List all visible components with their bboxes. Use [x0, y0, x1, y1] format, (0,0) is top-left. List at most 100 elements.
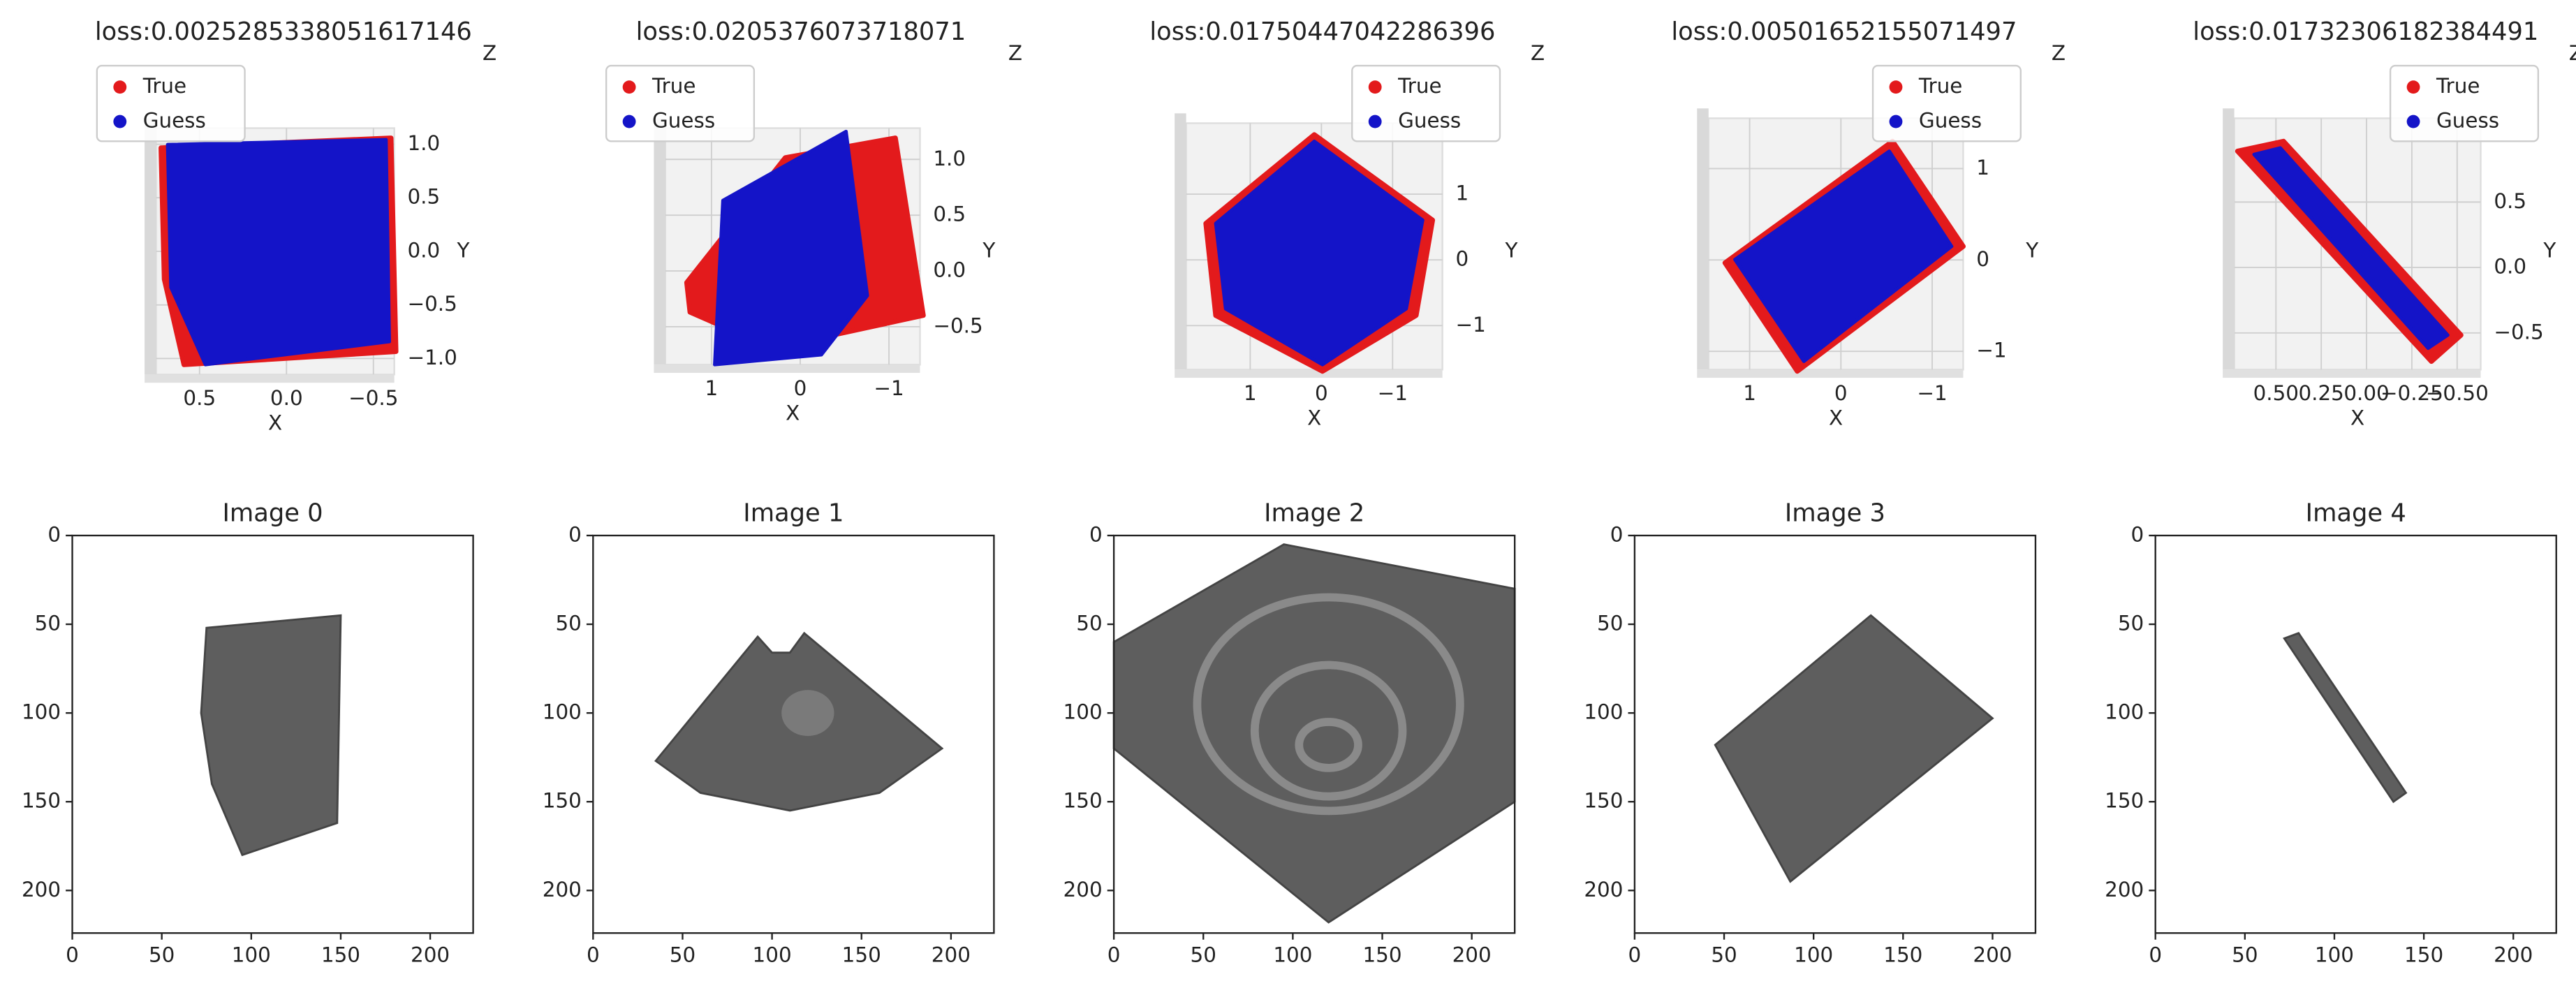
- x-tick-label: 200: [411, 943, 450, 967]
- x-tick-label: 0.5: [183, 386, 216, 410]
- y-tick-label: 1: [1976, 156, 1989, 179]
- chart-title: Image 4: [2306, 499, 2406, 527]
- guess-points: [1214, 139, 1425, 367]
- x-tick-label: 50: [149, 943, 175, 967]
- y-tick-label: 0.5: [407, 185, 440, 209]
- y-tick-label: 150: [22, 789, 61, 813]
- y-tick-label: 200: [1584, 878, 1623, 901]
- y-tick-label: 0.0: [933, 258, 966, 282]
- y-tick-label: 0.0: [2494, 255, 2526, 279]
- y-tick-label: −1: [1976, 339, 2006, 362]
- y-tick-label: 100: [1063, 700, 1103, 724]
- legend-label: Guess: [143, 109, 206, 133]
- x-tick-label: 50: [2232, 943, 2258, 967]
- axes-frame: [592, 534, 995, 934]
- y-tick-label: 50: [1597, 612, 1623, 635]
- object-highlight: [781, 690, 834, 737]
- side-pane: [145, 118, 156, 375]
- x-tick-label: 150: [1883, 943, 1922, 967]
- chart-title: Image 3: [1785, 499, 1885, 527]
- y-tick-label: 50: [555, 612, 581, 635]
- x-tick-label: 0.00: [2343, 381, 2389, 405]
- x-tick-label: 150: [321, 943, 360, 967]
- x-tick-label: 200: [1452, 943, 1492, 967]
- floor-pane: [2223, 369, 2481, 378]
- legend-label: True: [2436, 74, 2480, 98]
- y-tick-label: 1.0: [933, 147, 966, 170]
- y-tick-label: 0.0: [407, 238, 440, 262]
- y-tick-label: 0.5: [933, 202, 966, 226]
- subplot-image: 0 50 100 150 200 0 50 100 150 200 Image 1: [543, 499, 995, 967]
- x-tick-label: 0: [2149, 943, 2162, 967]
- legend-box: [1351, 64, 1501, 142]
- guess-points: [713, 129, 869, 367]
- y-tick-label: 200: [1063, 878, 1103, 901]
- rendered-object: [1714, 614, 1994, 883]
- legend-label: True: [1397, 74, 1441, 98]
- legend-label: True: [652, 74, 695, 98]
- z-axis-label: Z: [1531, 41, 1545, 65]
- x-tick-label: 50: [1711, 943, 1737, 967]
- rendered-object: [200, 614, 342, 857]
- legend-marker: [2406, 115, 2420, 128]
- y-tick-label: −0.5: [2494, 320, 2543, 344]
- chart-title: Image 1: [743, 499, 844, 527]
- x-tick-label: 100: [2315, 943, 2354, 967]
- y-tick-label: 1: [1455, 182, 1469, 205]
- y-tick-label: 200: [2105, 878, 2144, 901]
- subplot-3d: 1 0 −1 1 0 −1 loss:0.01750447042286396 X Y Z True G…: [1149, 17, 1545, 429]
- y-tick-label: 0: [1455, 247, 1469, 271]
- x-tick-label: 50: [670, 943, 695, 967]
- y-tick-label: 100: [22, 700, 61, 724]
- y-tick-label: 0: [1976, 247, 1989, 271]
- axes-frame: [1633, 534, 2037, 934]
- axes-frame: [71, 534, 474, 934]
- x-tick-label: 1: [705, 376, 719, 400]
- z-axis-label: Z: [1008, 41, 1022, 65]
- x-tick-label: 0: [587, 943, 600, 967]
- legend-marker: [1368, 80, 1382, 94]
- y-axis-label: Y: [2542, 238, 2556, 262]
- subplot-3d: 0.5 0.0 −0.5 1.0 0.5 0.0 −0.5 −1.0 loss:0.002528…: [95, 17, 496, 434]
- chart-title: loss:0.01732306182384491: [2193, 17, 2538, 46]
- x-tick-label: −1: [1378, 381, 1408, 405]
- side-pane: [654, 118, 665, 365]
- x-axis-label: X: [1307, 406, 1321, 429]
- legend-label: Guess: [652, 109, 715, 133]
- y-tick-label: 0: [1610, 522, 1624, 546]
- legend-marker: [622, 115, 636, 128]
- legend-box: [96, 64, 246, 142]
- y-tick-label: 0: [2131, 522, 2144, 546]
- object-ring: [1295, 718, 1362, 772]
- chart-title: loss:0.0025285338051617146: [95, 17, 472, 46]
- y-tick-label: 50: [1076, 612, 1102, 635]
- y-tick-label: −0.5: [933, 314, 982, 337]
- legend-marker: [622, 80, 636, 94]
- subplot-image: 0 50 100 150 200 0 50 100 150 200 Image 2: [1063, 499, 1516, 967]
- chart-title: Image 2: [1264, 499, 1364, 527]
- side-pane: [1175, 113, 1186, 370]
- x-tick-label: 0.25: [2298, 381, 2343, 405]
- floor-pane: [1697, 369, 1964, 378]
- y-tick-label: 100: [2105, 700, 2144, 724]
- y-tick-label: −0.5: [407, 292, 457, 316]
- x-tick-label: 0.50: [2253, 381, 2299, 405]
- y-tick-label: 200: [22, 878, 61, 901]
- legend-marker: [1368, 115, 1382, 128]
- legend-marker: [1889, 80, 1903, 94]
- legend-marker: [113, 115, 127, 128]
- y-tick-label: 150: [543, 789, 582, 813]
- x-tick-label: −1: [1917, 381, 1947, 405]
- axes-frame: [1112, 534, 1516, 934]
- y-tick-label: −1: [1455, 313, 1485, 337]
- chart-title: loss:0.00501652155071497: [1671, 17, 2017, 46]
- guess-points: [165, 138, 391, 367]
- x-tick-label: 200: [2494, 943, 2533, 967]
- x-tick-label: 0: [1107, 943, 1121, 967]
- x-tick-label: 150: [842, 943, 881, 967]
- y-tick-label: 200: [543, 878, 582, 901]
- object-ring: [1250, 661, 1407, 801]
- x-tick-label: −1: [874, 376, 904, 400]
